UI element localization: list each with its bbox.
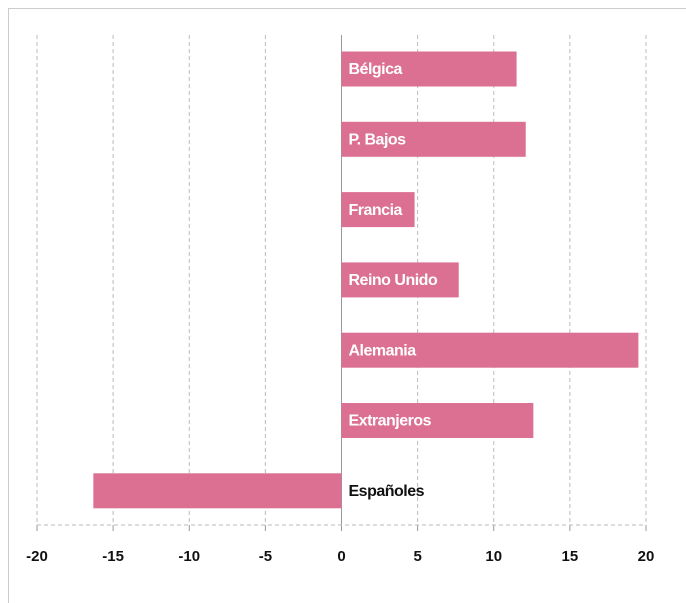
bar	[93, 473, 342, 509]
bar	[341, 121, 526, 157]
category-label: P. Bajos	[349, 132, 407, 149]
x-tick-label: 10	[485, 548, 502, 565]
category-label: Reino Unido	[349, 272, 438, 289]
bar	[341, 332, 639, 368]
x-tick-label: 20	[638, 548, 655, 565]
bar	[341, 51, 517, 87]
category-label: Extranjeros	[349, 413, 432, 430]
bar	[341, 403, 534, 438]
category-label: Alemania	[349, 342, 417, 359]
category-label: Bélgica	[349, 61, 403, 78]
x-tick-label: 0	[337, 548, 345, 565]
x-tick-label: -5	[259, 548, 272, 565]
x-tick-label: -20	[26, 548, 48, 565]
category-label: Francia	[349, 202, 403, 219]
category-label: Españoles	[349, 483, 425, 500]
frame	[8, 8, 686, 603]
x-tick-label: 5	[413, 548, 421, 565]
x-tick-label: -15	[102, 548, 124, 565]
bar	[341, 262, 459, 298]
x-tick-label: -10	[178, 548, 200, 565]
x-tick-label: 15	[562, 548, 579, 565]
bar	[341, 192, 415, 228]
